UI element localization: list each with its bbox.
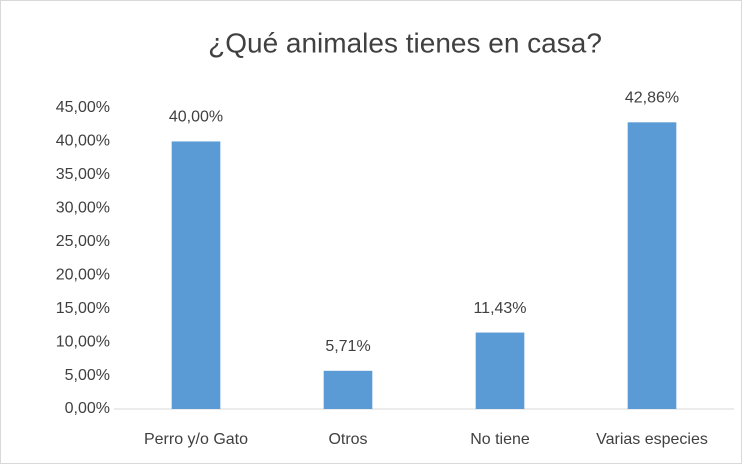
bar <box>627 122 677 410</box>
y-tick-label: 10,00% <box>56 333 110 350</box>
chart-title: ¿Qué animales tienes en casa? <box>208 27 602 58</box>
x-tick-label: No tiene <box>470 431 530 448</box>
data-label: 40,00% <box>169 109 223 126</box>
x-tick-label: Varias especies <box>596 431 708 448</box>
data-label: 11,43% <box>473 300 526 317</box>
bar <box>171 141 221 409</box>
x-tick-label: Otros <box>328 431 367 448</box>
y-tick-label: 15,00% <box>56 300 110 317</box>
y-tick-label: 30,00% <box>56 200 110 217</box>
y-tick-label: 35,00% <box>56 166 110 183</box>
y-tick-label: 40,00% <box>56 133 110 150</box>
y-tick-label: 5,00% <box>65 367 110 384</box>
y-tick-label: 25,00% <box>56 233 110 250</box>
bar <box>475 332 525 409</box>
y-tick-label: 20,00% <box>56 266 110 283</box>
y-tick-label: 0,00% <box>65 400 110 417</box>
data-label: 42,86% <box>625 90 679 107</box>
y-tick-label: 45,00% <box>56 99 110 116</box>
bar <box>323 370 373 409</box>
data-label: 5,71% <box>325 338 370 355</box>
x-tick-label: Perro y/o Gato <box>144 431 248 448</box>
